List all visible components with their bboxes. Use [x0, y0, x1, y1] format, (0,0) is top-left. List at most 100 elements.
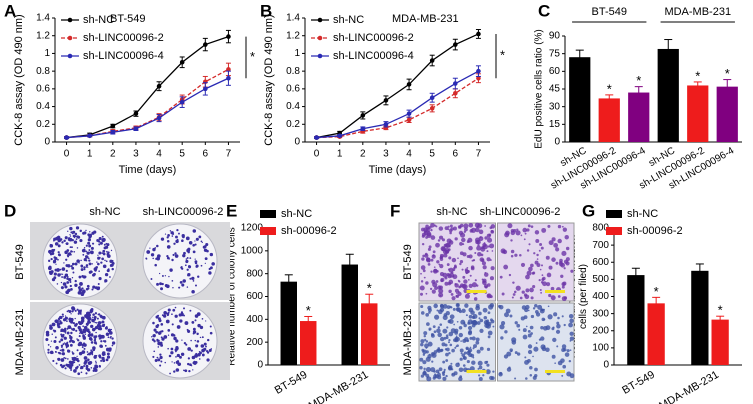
annotation: * [718, 303, 723, 318]
error-bar [284, 274, 293, 290]
colony [96, 266, 98, 268]
cell-dot [467, 350, 471, 354]
colony [57, 351, 60, 354]
cell-dot [491, 250, 494, 252]
colony [190, 349, 193, 352]
colony [69, 280, 72, 283]
colony [67, 288, 71, 293]
colony [91, 288, 94, 291]
colony [72, 307, 76, 311]
cell-dot [560, 274, 564, 278]
point [110, 129, 116, 135]
y-tick-label: 1200 [241, 223, 264, 234]
colony [67, 264, 71, 268]
cell-dot [464, 227, 468, 232]
cell-dot [525, 274, 530, 280]
colony [165, 319, 170, 324]
cell-dot [438, 235, 444, 240]
cell-dot [434, 314, 440, 320]
cell-dot [490, 266, 495, 271]
colony [65, 242, 69, 246]
colony [89, 321, 92, 324]
cell-dot [521, 305, 527, 310]
colony [68, 236, 70, 239]
cell-dot [453, 338, 457, 342]
cell-dot [483, 315, 488, 320]
colony [159, 330, 163, 333]
legend-label: sh-NC [627, 208, 658, 220]
colony [205, 242, 209, 247]
colony [200, 344, 205, 348]
colony [55, 236, 59, 241]
cell-dot [458, 225, 462, 229]
cell-dot [473, 297, 478, 301]
cell-dot [477, 251, 482, 257]
colony [51, 333, 53, 335]
colony [105, 325, 108, 328]
cell-dot [484, 236, 488, 240]
cell-dot [466, 240, 470, 244]
legend-swatch [260, 227, 276, 235]
colony [176, 325, 181, 329]
cell-dot [547, 224, 551, 228]
cell-dot [432, 268, 438, 274]
cell-dot [449, 343, 453, 347]
cell-dot [498, 372, 503, 377]
cell-dot [451, 373, 454, 376]
colony [59, 268, 62, 271]
colony [82, 331, 85, 334]
colony [167, 308, 171, 312]
colony [83, 268, 86, 271]
cell-dot [481, 245, 485, 250]
cell-dot [489, 276, 494, 281]
colony [158, 319, 162, 323]
cell-dot [442, 328, 448, 334]
colony [158, 333, 160, 336]
x-tick-label: BT-549 [273, 369, 310, 397]
cell-dot [565, 246, 570, 251]
cell-dot [450, 306, 453, 309]
colony [203, 248, 208, 252]
colony [171, 235, 174, 237]
colony [66, 249, 70, 252]
cell-dot [437, 326, 441, 329]
colony [59, 349, 62, 352]
row-label: MDA-MB-231 [14, 309, 26, 376]
cell-dot [486, 250, 489, 253]
cell-dot [487, 237, 493, 243]
cell-dot [507, 223, 513, 229]
cell-dot [446, 347, 450, 352]
colony [90, 367, 93, 369]
cell-dot [467, 278, 470, 281]
colony [47, 266, 52, 271]
cell-dot [569, 336, 575, 341]
colony [64, 285, 68, 289]
cell-dot [482, 374, 485, 377]
colony [82, 342, 86, 345]
x-tick-label: 1 [87, 149, 93, 160]
colony [201, 241, 203, 244]
colony [74, 262, 78, 266]
cell-dot [490, 319, 495, 324]
colony [165, 284, 170, 289]
colony [79, 229, 82, 233]
colony [151, 338, 155, 341]
colony [91, 350, 94, 353]
colony [74, 279, 77, 283]
colony [61, 273, 64, 275]
colony [201, 336, 204, 339]
colony [103, 243, 106, 246]
cell-dot [551, 354, 556, 359]
cell-dot [458, 286, 461, 289]
cell-dot [462, 338, 467, 343]
cell-dot [524, 232, 527, 235]
colony [57, 357, 61, 361]
colony [67, 331, 70, 334]
cell-dot [423, 367, 426, 371]
colony [152, 355, 155, 358]
cell-dot [516, 228, 519, 231]
cell-dot [522, 227, 528, 233]
cell-dot [429, 287, 433, 291]
cell-dot [557, 295, 561, 298]
cell-dot [485, 320, 489, 324]
